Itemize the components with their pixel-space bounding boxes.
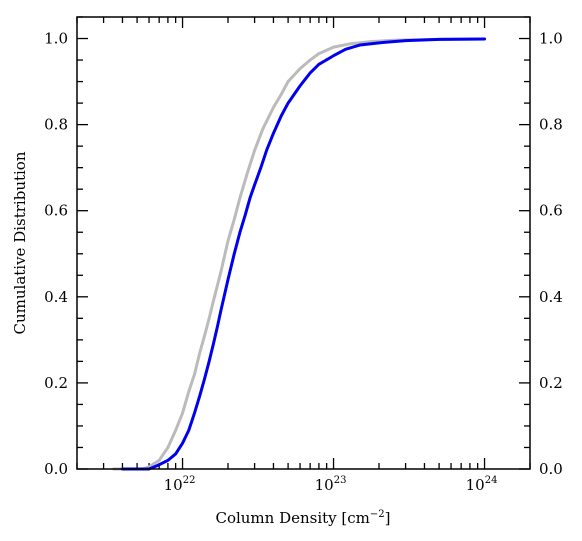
y-axis-title: Cumulative Distribution: [11, 151, 29, 334]
y-tick-label-left: 1.0: [44, 30, 68, 48]
series-layer: [112, 37, 487, 471]
x-axis-title: Column Density [cm−2]: [215, 509, 390, 527]
y-tick-label-left: 0.6: [44, 202, 68, 220]
y-tick-label-right: 0.8: [539, 116, 563, 134]
tick-labels: 1022 1023 1024 0.0 0.0 0.2 0.2 0.4 0.4 0.6 0.6 0.8 0…: [44, 30, 563, 494]
y-tick-label-right: 1.0: [539, 30, 563, 48]
plot-frame: [76, 16, 531, 470]
gray-cdf-line: [112, 37, 487, 471]
x-tick-label: 1023: [315, 475, 347, 494]
blue-cdf-line: [120, 37, 487, 471]
y-tick-label-left: 0.8: [44, 116, 68, 134]
y-tick-label-left: 0.0: [44, 460, 68, 478]
y-tick-label-right: 0.6: [539, 202, 563, 220]
y-tick-label-left: 0.4: [44, 288, 68, 306]
y-tick-label-left: 0.2: [44, 374, 68, 392]
y-tick-label-right: 0.0: [539, 460, 563, 478]
x-tick-label: 1022: [164, 475, 196, 494]
y-tick-label-right: 0.2: [539, 374, 563, 392]
axis-ticks: [76, 16, 531, 470]
x-tick-label: 1024: [466, 475, 498, 494]
y-tick-label-right: 0.4: [539, 288, 563, 306]
